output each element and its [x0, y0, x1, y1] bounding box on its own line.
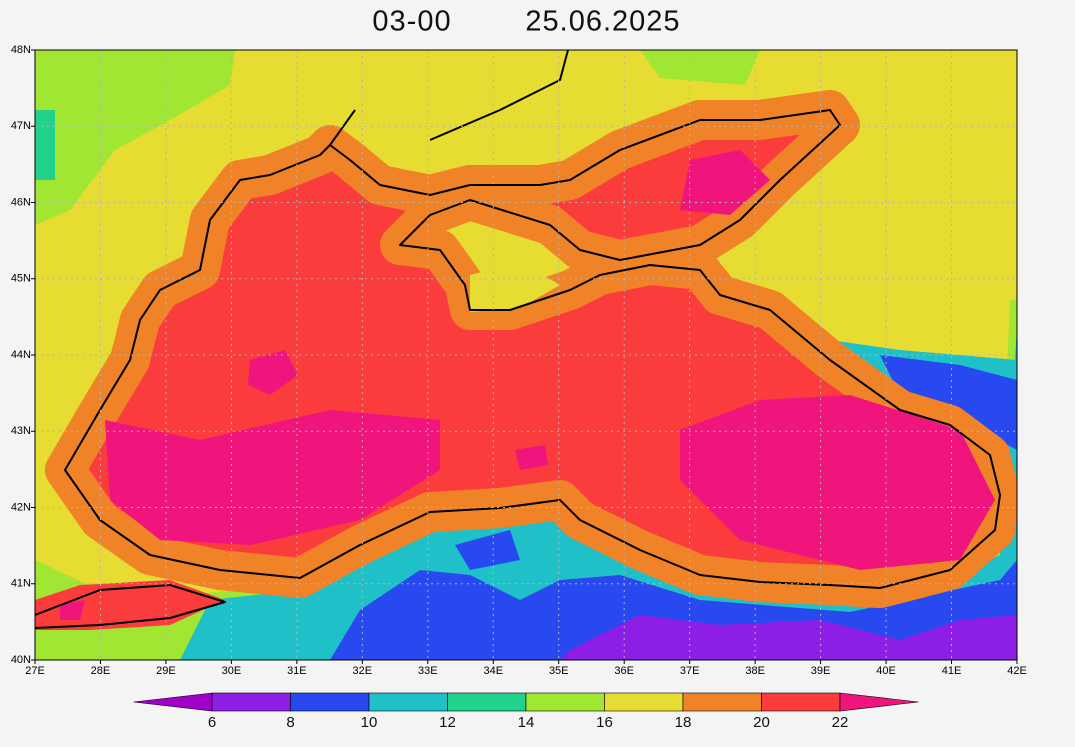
y-tick-label: 48N — [11, 44, 31, 56]
x-tick-label: 28E — [91, 665, 111, 677]
x-tick-label: 29E — [156, 665, 176, 677]
colorbar-segment — [211, 692, 291, 712]
y-tick-label: 41N — [11, 578, 31, 590]
y-tick-label: 42N — [11, 501, 31, 513]
x-tick-label: 38E — [745, 665, 765, 677]
colorbar-label: 8 — [286, 714, 294, 731]
field-teal — [180, 330, 1017, 660]
colorbar-segment — [447, 692, 527, 712]
colorbar-label: 16 — [596, 714, 613, 731]
x-tick-label: 39E — [811, 665, 831, 677]
colorbar-arrow-high — [839, 692, 919, 712]
colorbar-segment — [682, 692, 762, 712]
axes: 27E 28E 29E 30E 31E 32E 33E 34E 35E 36E 37E 38E 39E 4… — [11, 44, 1027, 677]
x-tick-label: 36E — [614, 665, 634, 677]
field-green — [640, 50, 760, 85]
x-tick-label: 42E — [1007, 665, 1027, 677]
crimea-field — [470, 262, 560, 312]
field-magenta — [105, 410, 440, 545]
y-tick-label: 43N — [11, 425, 31, 437]
x-tick-label: 27E — [25, 665, 45, 677]
map-field — [35, 50, 1017, 660]
y-tick-label: 44N — [11, 349, 31, 361]
colorbar: 6 8 10 12 14 16 18 20 22 — [133, 692, 919, 731]
x-tick-label: 32E — [353, 665, 373, 677]
title-date: 25.06.2025 — [525, 6, 680, 38]
colorbar-label: 22 — [832, 714, 849, 731]
coast-rivers — [329, 50, 569, 146]
colorbar-arrow-low — [133, 692, 213, 712]
colorbar-label: 14 — [518, 714, 535, 731]
grid — [35, 50, 1017, 660]
colorbar-label: 10 — [361, 714, 378, 731]
colorbar-segment — [761, 692, 841, 712]
field-red — [35, 580, 225, 630]
colorbar-label: 18 — [675, 714, 692, 731]
field-magenta — [248, 350, 298, 395]
field-magenta — [680, 150, 770, 215]
field-magenta — [60, 600, 85, 620]
x-tick-label: 31E — [287, 665, 307, 677]
colorbar-label: 12 — [439, 714, 456, 731]
field-magenta — [515, 445, 548, 470]
colorbar-segment — [604, 692, 684, 712]
field-magenta — [680, 395, 995, 570]
y-tick-label: 46N — [11, 196, 31, 208]
title-time: 03-00 — [372, 6, 451, 38]
x-tick-label: 34E — [483, 665, 503, 677]
field-green — [35, 50, 235, 225]
field-purple — [560, 615, 1017, 660]
y-tick-label: 45N — [11, 273, 31, 285]
colorbar-label: 6 — [208, 714, 216, 731]
field-teal — [35, 110, 55, 180]
x-tick-label: 41E — [942, 665, 962, 677]
x-tick-label: 30E — [222, 665, 242, 677]
colorbar-segment — [290, 692, 370, 712]
y-tick-label: 40N — [11, 654, 31, 666]
x-tick-label: 35E — [549, 665, 569, 677]
field-blue — [455, 530, 520, 570]
colorbar-segment — [525, 692, 605, 712]
colorbar-label: 20 — [753, 714, 770, 731]
x-tick-label: 33E — [418, 665, 438, 677]
coast-outline — [64, 109, 1001, 589]
x-tick-label: 37E — [680, 665, 700, 677]
colorbar-segment — [368, 692, 448, 712]
x-tick-label: 40E — [876, 665, 896, 677]
y-tick-label: 47N — [11, 120, 31, 132]
